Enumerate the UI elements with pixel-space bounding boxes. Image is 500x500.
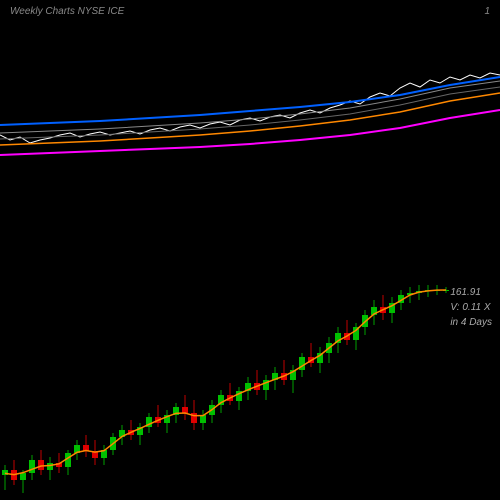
upper-line-chart[interactable] [0,25,500,190]
chart-header: Weekly Charts NYSE ICE 1 [10,6,490,17]
chart-timeframe: 1 [484,6,490,17]
line-price_line [0,73,500,143]
candle-body [29,460,35,473]
price-info-panel: 161.91 V: 0.11 X in 4 Days [450,285,492,330]
lower-candlestick-chart[interactable] [0,195,450,500]
chart-container: 161.91 V: 0.11 X in 4 Days [0,25,500,500]
moving-average-line [5,290,446,475]
volume-info: V: 0.11 X [450,300,492,315]
line-ma_magenta [0,110,500,155]
candle-body [20,473,26,480]
chart-title: Weekly Charts NYSE ICE [10,6,124,17]
current-price: 161.91 [450,285,492,300]
candle-body [182,407,188,413]
candle-body [47,463,53,470]
days-info: in 4 Days [450,315,492,330]
candle-body [38,460,44,470]
